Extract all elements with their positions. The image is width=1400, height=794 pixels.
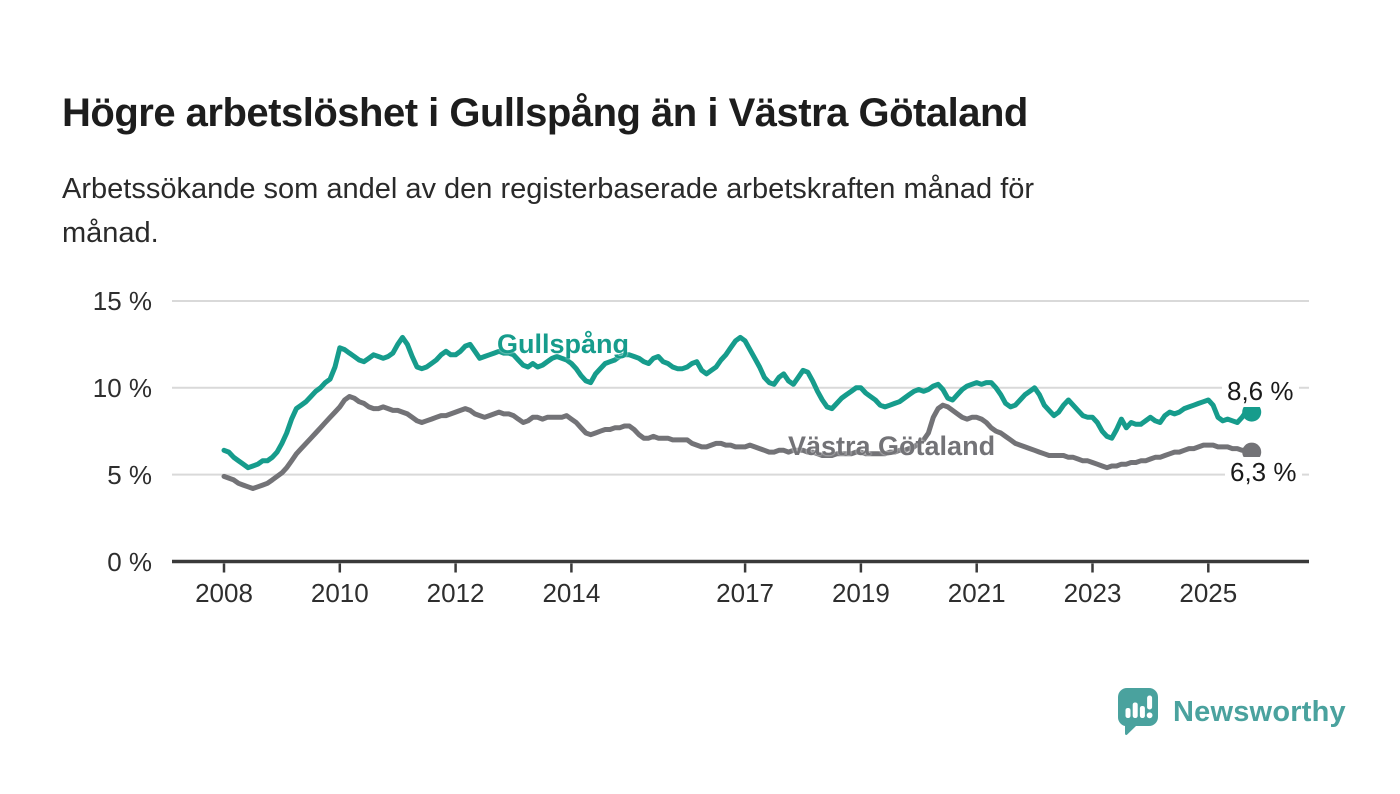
series-line-1 bbox=[221, 394, 1255, 491]
page-title: Högre arbetslöshet i Gullspång än i Väst… bbox=[62, 90, 1028, 135]
series-line-0 bbox=[221, 334, 1255, 471]
y-axis-label: 0 % bbox=[107, 546, 152, 577]
newsworthy-wordmark: Newsworthy bbox=[1173, 695, 1346, 728]
series-label-gullspang: Gullspång bbox=[497, 329, 630, 359]
series-end-dot-0 bbox=[1242, 402, 1262, 422]
newsworthy-bubble-icon bbox=[1118, 688, 1158, 735]
y-axis-label: 10 % bbox=[92, 372, 152, 403]
x-axis-label: 2012 bbox=[426, 578, 485, 608]
chart-subtitle: Arbetssökande som andel av den registerb… bbox=[62, 167, 1262, 255]
y-axis-label: 5 % bbox=[107, 459, 152, 490]
series-label-vastra-gotaland: Västra Götaland bbox=[788, 431, 996, 461]
x-axis-label: 2014 bbox=[542, 578, 601, 608]
x-axis-label: 2021 bbox=[947, 578, 1006, 608]
series-end-dot-1 bbox=[1242, 442, 1262, 462]
chart-subtitle-line1: Arbetssökande som andel av den registerb… bbox=[62, 173, 1035, 205]
x-axis-label: 2017 bbox=[716, 578, 775, 608]
x-axis-label: 2019 bbox=[831, 578, 890, 608]
end-value-label-gullspang: 8,6 % bbox=[1222, 376, 1299, 407]
x-axis-label: 2023 bbox=[1063, 578, 1122, 608]
x-axis-label: 2010 bbox=[310, 578, 369, 608]
newsworthy-logo: Newsworthy bbox=[1117, 687, 1346, 737]
chart-subtitle-line2: månad. bbox=[62, 217, 159, 249]
x-axis-label: 2008 bbox=[195, 578, 253, 608]
end-value-label-vastra-gotaland: 6,3 % bbox=[1225, 457, 1302, 488]
x-axis-label: 2025 bbox=[1179, 578, 1238, 608]
y-axis-label: 15 % bbox=[92, 285, 152, 316]
